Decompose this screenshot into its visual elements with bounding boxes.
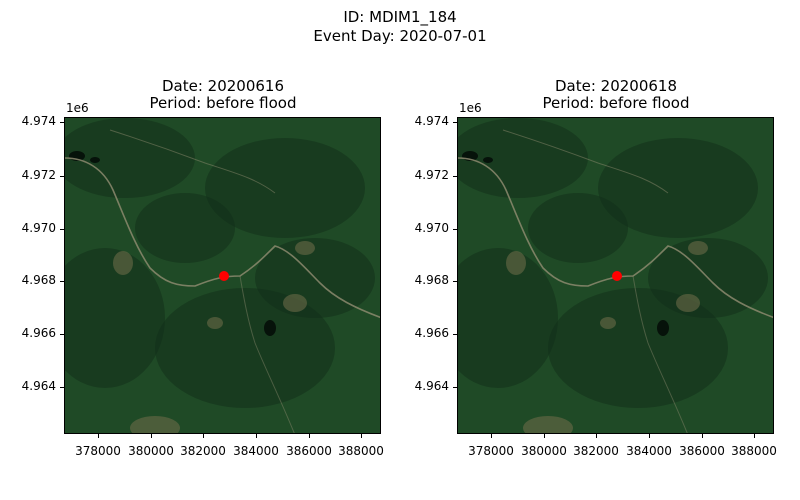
clearing-patch (523, 416, 573, 433)
y-tick (60, 122, 64, 123)
dark-forest-patch (548, 288, 728, 408)
y-tick-label: 4.968 (21, 273, 56, 287)
event-location-marker (612, 271, 622, 281)
y-tick-label: 4.970 (21, 221, 56, 235)
y-tick-label: 4.964 (21, 379, 56, 393)
panel-date-title: Date: 20200616 (161, 77, 285, 95)
x-tick-label: 386000 (679, 444, 725, 458)
y-tick (60, 281, 64, 282)
x-tick (649, 434, 650, 438)
x-tick-label: 382000 (180, 444, 226, 458)
y-offset-label: 1e6 (459, 101, 482, 115)
y-tick-label: 4.968 (414, 273, 449, 287)
lake (264, 320, 276, 336)
y-tick-label: 4.964 (414, 379, 449, 393)
clearing-patch (600, 317, 616, 329)
satellite-image (457, 117, 774, 434)
x-tick (596, 434, 597, 438)
y-offset-label: 1e6 (66, 101, 89, 115)
satellite-scene (65, 118, 380, 433)
clearing-patch (506, 251, 526, 275)
y-tick-label: 4.970 (414, 221, 449, 235)
event-location-marker (219, 271, 229, 281)
dark-forest-patch (65, 118, 195, 198)
figure-title-line1: ID: MDIM1_184 (343, 8, 457, 26)
y-tick (60, 176, 64, 177)
clearing-patch (295, 241, 315, 255)
trail (239, 275, 295, 433)
panel-period-title: Period: before flood (542, 94, 690, 112)
x-tick-label: 378000 (468, 444, 514, 458)
y-tick (60, 229, 64, 230)
x-tick-label: 380000 (521, 444, 567, 458)
dark-forest-patch (458, 248, 558, 388)
x-tick (544, 434, 545, 438)
trail (502, 129, 669, 194)
y-tick (60, 334, 64, 335)
y-tick (453, 387, 457, 388)
x-tick-label: 388000 (731, 444, 777, 458)
x-tick (361, 434, 362, 438)
dark-forest-patch (205, 138, 365, 238)
x-tick-label: 382000 (573, 444, 619, 458)
y-tick (453, 122, 457, 123)
y-tick (453, 176, 457, 177)
x-tick (256, 434, 257, 438)
satellite-scene (458, 118, 773, 433)
clearing-patch (113, 251, 133, 275)
clearing-patch (207, 317, 223, 329)
panel-period-title: Period: before flood (149, 94, 297, 112)
satellite-image (64, 117, 381, 434)
clearing-patch (688, 241, 708, 255)
trail (109, 129, 276, 194)
panel-date-title: Date: 20200618 (554, 77, 678, 95)
clearing-patch (130, 416, 180, 433)
y-tick (453, 334, 457, 335)
figure-title-line2: Event Day: 2020-07-01 (313, 27, 487, 45)
dark-forest-patch (65, 248, 165, 388)
y-tick-label: 4.972 (414, 168, 449, 182)
clearing-patch (676, 294, 700, 312)
x-tick (754, 434, 755, 438)
x-tick-label: 378000 (75, 444, 121, 458)
x-tick (702, 434, 703, 438)
road (458, 157, 773, 319)
y-tick (453, 229, 457, 230)
y-tick-label: 4.972 (21, 168, 56, 182)
x-tick (491, 434, 492, 438)
dark-forest-patch (155, 288, 335, 408)
lake (90, 157, 100, 163)
y-tick-label: 4.974 (414, 114, 449, 128)
x-tick (98, 434, 99, 438)
trail (632, 275, 688, 433)
lake (657, 320, 669, 336)
clearing-patch (283, 294, 307, 312)
lake (483, 157, 493, 163)
dark-forest-patch (458, 118, 588, 198)
y-tick (60, 387, 64, 388)
dark-forest-patch (598, 138, 758, 238)
x-tick (203, 434, 204, 438)
x-tick-label: 386000 (286, 444, 332, 458)
y-tick (453, 281, 457, 282)
x-tick-label: 388000 (338, 444, 384, 458)
x-tick-label: 380000 (128, 444, 174, 458)
y-tick-label: 4.966 (414, 326, 449, 340)
dark-forest-patch (528, 193, 628, 263)
x-tick (309, 434, 310, 438)
x-tick (151, 434, 152, 438)
x-tick-label: 384000 (626, 444, 672, 458)
y-tick-label: 4.974 (21, 114, 56, 128)
y-tick-label: 4.966 (21, 326, 56, 340)
dark-forest-patch (135, 193, 235, 263)
road (65, 157, 380, 319)
x-tick-label: 384000 (233, 444, 279, 458)
